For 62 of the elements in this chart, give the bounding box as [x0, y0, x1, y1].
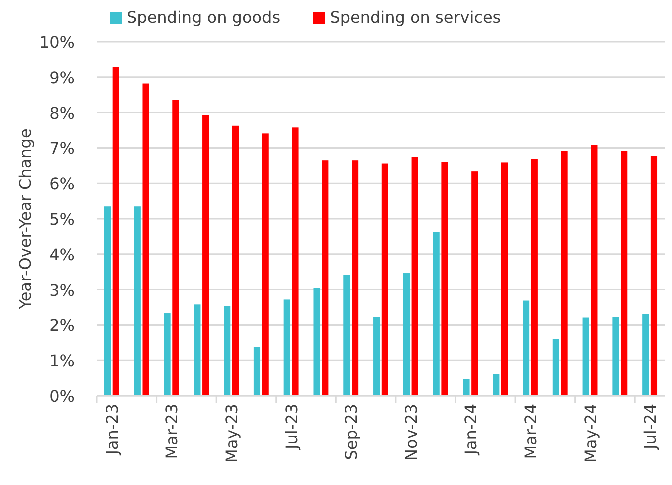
y-axis-title: Year-Over-Year Change	[16, 128, 35, 310]
legend-label: Spending on services	[330, 8, 502, 27]
bar	[433, 232, 440, 396]
bar	[442, 162, 448, 396]
bar	[642, 314, 650, 396]
bar	[352, 160, 359, 396]
bar	[374, 317, 380, 396]
bar	[493, 374, 500, 396]
bar	[194, 304, 201, 396]
bar	[472, 172, 478, 396]
x-tick-label: Mar-24	[521, 404, 540, 460]
bar	[284, 300, 290, 396]
bar	[142, 84, 150, 396]
bar	[382, 164, 388, 396]
y-tick-label: 9%	[50, 68, 75, 88]
bar	[561, 151, 568, 396]
x-tick-label: May-24	[581, 404, 600, 463]
x-tick-label: Jul-24	[641, 404, 660, 450]
y-tick-label: 1%	[50, 352, 75, 371]
bar	[164, 314, 171, 396]
x-tick-label: Nov-23	[402, 404, 421, 461]
bar	[523, 300, 530, 396]
bar	[172, 100, 180, 396]
x-tick-label: Jan-23	[102, 404, 122, 456]
bar	[134, 206, 141, 396]
y-tick-label: 4%	[50, 245, 75, 264]
bar	[531, 159, 538, 396]
y-tick-label: 6%	[50, 174, 75, 194]
bar	[104, 206, 112, 396]
x-tick-label: Sep-23	[342, 404, 362, 460]
y-tick-label: 3%	[50, 280, 75, 300]
y-tick-label: 2%	[50, 316, 75, 336]
bar	[501, 162, 508, 396]
y-tick-label: 8%	[50, 104, 75, 123]
bar	[463, 379, 470, 396]
bar	[262, 134, 269, 396]
x-tick-label: Jan-24	[462, 404, 481, 456]
bar	[112, 67, 120, 396]
x-tick-label: Mar-23	[162, 404, 182, 460]
bar	[403, 274, 410, 396]
x-tick-label: May-23	[222, 404, 242, 463]
legend-label: Spending on goods	[127, 8, 281, 27]
bar	[292, 128, 299, 396]
bar	[344, 275, 350, 396]
bar	[314, 288, 320, 396]
bar	[412, 157, 418, 396]
bar	[591, 145, 598, 396]
bar	[322, 160, 329, 396]
bar	[254, 347, 261, 396]
bar	[552, 339, 560, 396]
y-tick-label: 10%	[39, 33, 75, 52]
y-tick-label: 5%	[50, 210, 75, 229]
bar	[582, 318, 590, 396]
y-tick-label: 0%	[50, 387, 75, 406]
bar	[202, 115, 210, 396]
x-tick-label: Jul-23	[282, 404, 302, 450]
bar	[612, 317, 620, 396]
bar	[650, 156, 658, 396]
bar	[224, 306, 231, 396]
y-tick-label: 7%	[50, 139, 75, 158]
bar	[621, 151, 628, 396]
bar	[232, 126, 239, 396]
